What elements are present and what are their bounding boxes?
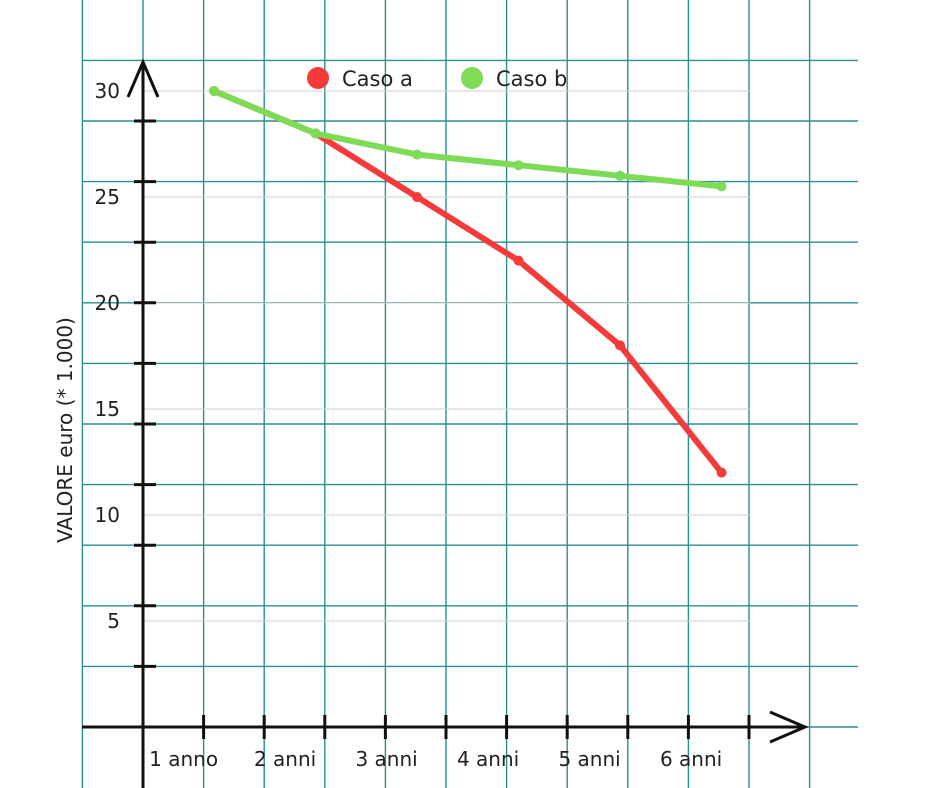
legend-marker: [461, 67, 483, 89]
tick-labels: 5 10 15 20 25 30 1 anno 2 anni 3 anni 4 anni 5 ann…: [53, 79, 722, 771]
legend-label: Caso a: [342, 67, 413, 91]
graph-paper-grid: [81, 0, 858, 788]
y-tick-label: 5: [107, 609, 120, 633]
data-point: [412, 192, 423, 202]
data-point: [310, 128, 321, 139]
y-tick-label: 30: [95, 79, 120, 103]
x-tick-label: 5 anni: [558, 747, 620, 771]
series-line: [211, 88, 725, 190]
data-point: [716, 181, 727, 192]
y-tick-label: 15: [95, 397, 120, 421]
y-axis-arrow: [126, 58, 160, 98]
x-tick-label: 6 anni: [660, 747, 722, 771]
axes: [82, 58, 809, 788]
y-tick-label: 10: [95, 503, 120, 527]
data-point: [209, 86, 220, 96]
series-caso-b: [209, 86, 727, 192]
x-tick-label: 1 anno: [149, 747, 218, 771]
x-tick-label: 3 anni: [355, 747, 417, 771]
legend-marker: [307, 67, 329, 89]
data-point: [412, 149, 423, 160]
data-point: [513, 255, 524, 266]
y-axis-title: VALORE euro (* 1.000): [53, 317, 77, 543]
data-point: [716, 467, 727, 478]
data-point: [615, 170, 626, 181]
series-line: [211, 88, 725, 476]
x-tick-label: 2 anni: [254, 747, 316, 771]
y-tick-label: 20: [95, 291, 120, 315]
series-layer: [209, 86, 727, 478]
series-caso-a: [209, 86, 727, 478]
data-point: [615, 340, 626, 351]
x-axis-arrow: [769, 710, 809, 744]
value-gridlines: [143, 90, 750, 622]
x-tick-label: 4 anni: [457, 747, 519, 771]
legend: Caso a Caso b: [307, 67, 567, 91]
y-tick-label: 25: [95, 185, 120, 209]
data-point: [513, 160, 524, 171]
legend-label: Caso b: [496, 67, 567, 91]
